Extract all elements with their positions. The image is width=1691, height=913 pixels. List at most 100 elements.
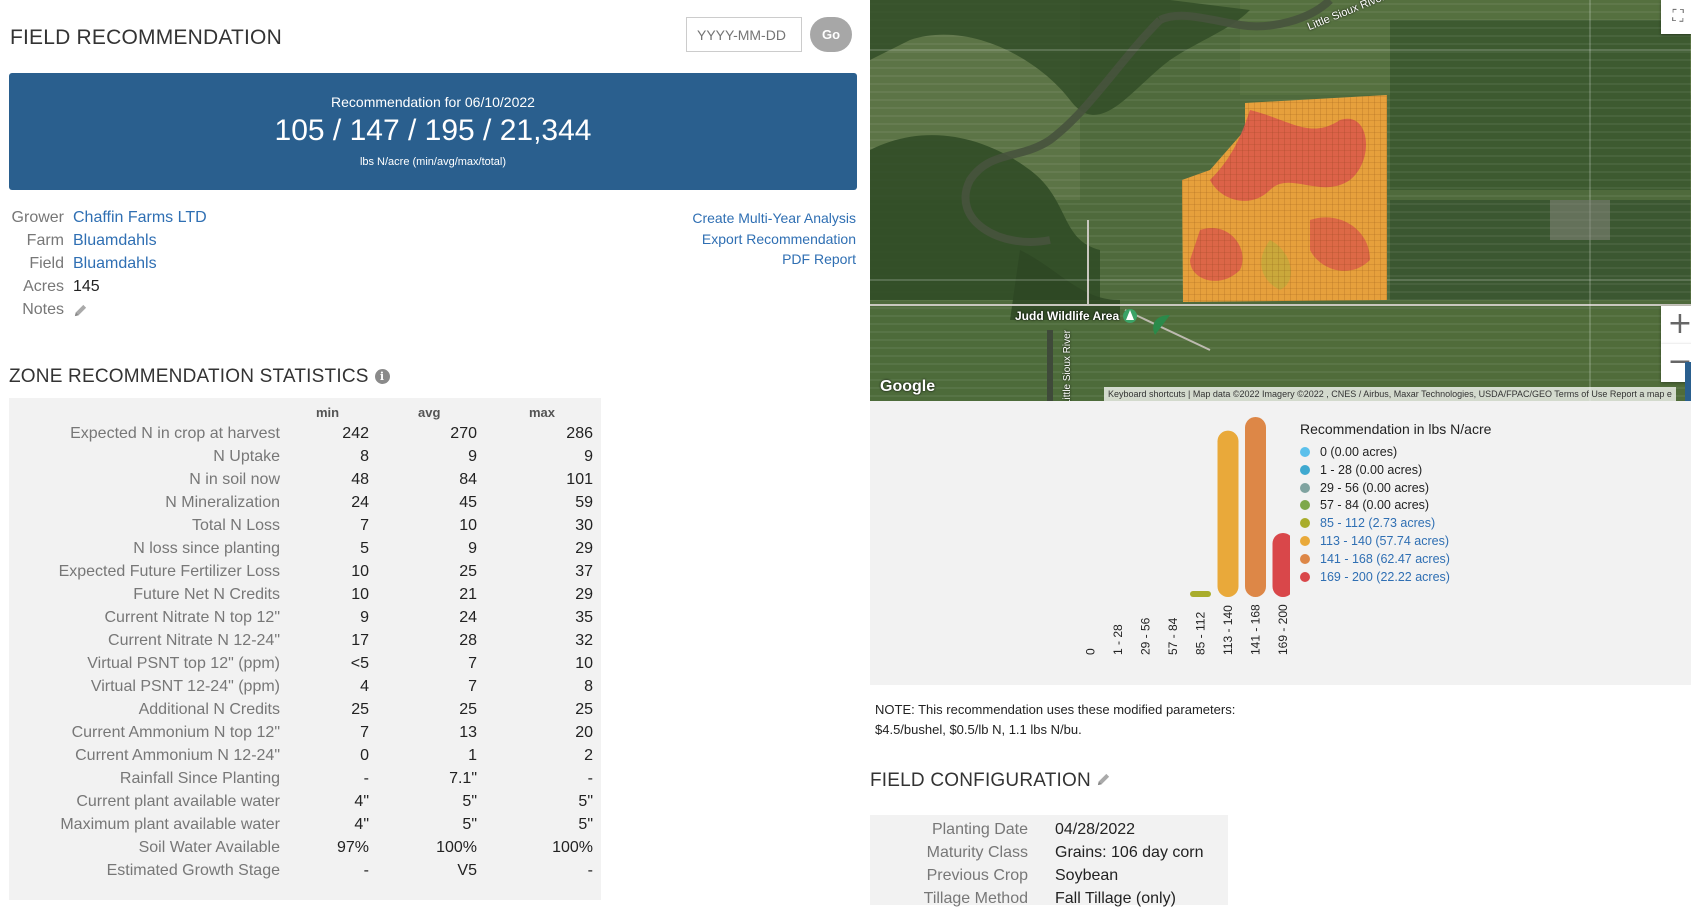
info-icon[interactable]: i: [374, 369, 390, 385]
create-multi-year-analysis-link[interactable]: Create Multi-Year Analysis: [692, 210, 856, 226]
recommendation-bar-chart: 0 1 - 28 29 - 56 57 - 84 85 - 112 113 - 140 14…: [1084, 417, 1291, 655]
zoom-in-button[interactable]: +: [1661, 306, 1691, 344]
legend-label: 85 - 112 (2.73 acres): [1320, 516, 1436, 531]
stat-avg: 270: [450, 425, 477, 442]
zone-stats-title: ZONE RECOMMENDATION STATISTICS i: [9, 366, 390, 388]
stat-max: 9: [584, 448, 593, 465]
legend-item[interactable]: 113 - 140 (57.74 acres): [1300, 534, 1449, 548]
pdf-report-link[interactable]: PDF Report: [782, 251, 856, 267]
stat-avg: 45: [459, 494, 477, 511]
page-title: FIELD RECOMMENDATION: [10, 26, 282, 49]
satellite-map[interactable]: Little Sioux River Judd Wildlife Area Li…: [870, 0, 1691, 401]
stat-label: Virtual PSNT 12-24" (ppm): [90, 678, 280, 695]
config-value: 04/28/2022: [1055, 821, 1136, 838]
chart-tick-label: 85 - 112: [1194, 612, 1208, 655]
farm-link[interactable]: Bluamdahls: [73, 232, 157, 249]
stat-max: 35: [575, 609, 593, 626]
table-row: Future Net N Credits 10 21 29: [9, 586, 601, 609]
legend-item[interactable]: 141 - 168 (62.47 acres): [1300, 552, 1450, 566]
column-header-min: min: [316, 405, 340, 420]
recommendation-chart-panel: 0 1 - 28 29 - 56 57 - 84 85 - 112 113 - 140 14…: [870, 401, 1691, 685]
export-recommendation-link[interactable]: Export Recommendation: [701, 230, 856, 247]
table-row: N Uptake 8 9 9: [9, 448, 601, 471]
map-imagery: [870, 0, 1691, 401]
chart-bar[interactable]: [1217, 430, 1239, 597]
stat-label: Total N Loss: [191, 517, 280, 534]
chart-tick-label: 0: [1084, 648, 1098, 655]
fullscreen-button[interactable]: ⛶: [1661, 0, 1691, 34]
chart-legend-title: Recommendation in lbs N/acre: [1300, 421, 1492, 437]
stat-min: 7: [360, 517, 369, 534]
stat-max: 20: [575, 724, 593, 741]
legend-dot-icon: [1300, 464, 1310, 475]
stat-min: 97%: [336, 839, 369, 856]
chart-bar[interactable]: [1245, 417, 1266, 597]
date-input[interactable]: [686, 17, 802, 52]
go-button[interactable]: Go: [810, 17, 852, 52]
stat-label: Soil Water Available: [138, 839, 280, 856]
field-link[interactable]: Bluamdahls: [73, 255, 157, 272]
stat-avg: 100%: [436, 839, 477, 856]
stat-avg: 25: [459, 563, 477, 580]
stat-min: 25: [351, 701, 369, 718]
legend-item: 29 - 56 (0.00 acres): [1300, 481, 1429, 495]
config-row: Tillage Method Fall Tillage (only): [870, 890, 1228, 913]
table-row: Current plant available water 4" 5" 5": [9, 793, 601, 816]
stat-label: Estimated Growth Stage: [106, 862, 280, 879]
stat-max: 286: [566, 425, 593, 442]
chart-tick-label: 141 - 168: [1249, 604, 1263, 655]
stat-label: N Mineralization: [165, 494, 280, 511]
legend-item[interactable]: 169 - 200 (22.22 acres): [1300, 570, 1450, 584]
edit-field-configuration-button[interactable]: [1096, 771, 1111, 793]
notes-label: Notes: [22, 301, 64, 318]
recommendation-banner: Recommendation for 06/10/2022 105 / 147 …: [9, 73, 857, 190]
chart-bar[interactable]: [1272, 532, 1291, 597]
legend-item[interactable]: 85 - 112 (2.73 acres): [1300, 516, 1435, 530]
stat-min: 5: [360, 540, 369, 557]
chart-tick-label: 113 - 140: [1221, 605, 1235, 655]
stat-avg: 5": [462, 793, 477, 810]
stat-avg: 7: [468, 678, 477, 695]
column-header-avg: avg: [418, 405, 441, 420]
stat-max: 2: [584, 747, 593, 764]
stat-label: N Uptake: [213, 448, 280, 465]
table-row: N in soil now 48 84 101: [9, 471, 601, 494]
field-configuration-table: Planting Date 04/28/2022 Maturity Class Gra…: [870, 815, 1228, 907]
stat-label: Rainfall Since Planting: [119, 770, 280, 787]
pencil-icon: [1098, 773, 1110, 786]
legend-item: 1 - 28 (0.00 acres): [1300, 463, 1422, 477]
stat-max: 30: [575, 517, 593, 534]
river-label-side: Little Sioux River: [1062, 329, 1074, 401]
stat-min: 4": [354, 816, 369, 833]
table-row: N loss since planting 5 9 29: [9, 540, 601, 563]
stat-max: 25: [575, 701, 593, 718]
note-line-2: $4.5/bushel, $0.5/lb N, 1.1 lbs N/bu.: [875, 722, 1082, 737]
stat-label: N in soil now: [189, 471, 280, 488]
legend-dot-icon: [1300, 553, 1310, 564]
config-value: Grains: 106 day corn: [1055, 844, 1204, 861]
stat-max: 8: [584, 678, 593, 695]
stat-min: -: [363, 770, 369, 787]
stat-avg: 10: [459, 517, 477, 534]
column-header-max: max: [529, 405, 556, 420]
config-row: Maturity Class Grains: 106 day corn: [870, 844, 1228, 867]
actions-links: Create Multi-Year Analysis Export Recomm…: [556, 210, 856, 272]
stat-min: 4: [360, 678, 369, 695]
recommendation-values: 105 / 147 / 195 / 21,344: [274, 114, 592, 147]
grower-link[interactable]: Chaffin Farms LTD: [73, 209, 207, 226]
legend-item: 57 - 84 (0.00 acres): [1300, 498, 1429, 512]
stat-max: 5": [578, 816, 593, 833]
stat-min: 10: [351, 563, 369, 580]
legend-dot-icon: [1300, 482, 1310, 493]
zone-stats-title-text: ZONE RECOMMENDATION STATISTICS: [9, 366, 369, 387]
stat-min: 10: [351, 586, 369, 603]
fullscreen-icon: ⛶: [1672, 6, 1684, 25]
config-label: Previous Crop: [926, 867, 1028, 884]
table-row: Additional N Credits 25 25 25: [9, 701, 601, 724]
stat-min: 24: [351, 494, 369, 511]
chart-bar[interactable]: [1190, 591, 1211, 597]
stat-avg: 5": [462, 816, 477, 833]
map-attribution[interactable]: Keyboard shortcuts | Map data ©2022 Imag…: [1104, 387, 1676, 401]
farm-label: Farm: [26, 232, 64, 249]
edit-notes-button[interactable]: [73, 303, 88, 323]
